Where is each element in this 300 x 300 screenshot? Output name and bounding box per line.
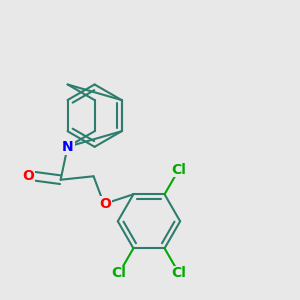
Text: O: O: [23, 169, 34, 183]
Text: Cl: Cl: [171, 266, 186, 280]
Text: Cl: Cl: [112, 266, 127, 280]
Text: N: N: [62, 140, 74, 154]
Text: Cl: Cl: [171, 163, 186, 177]
Text: O: O: [100, 197, 112, 211]
